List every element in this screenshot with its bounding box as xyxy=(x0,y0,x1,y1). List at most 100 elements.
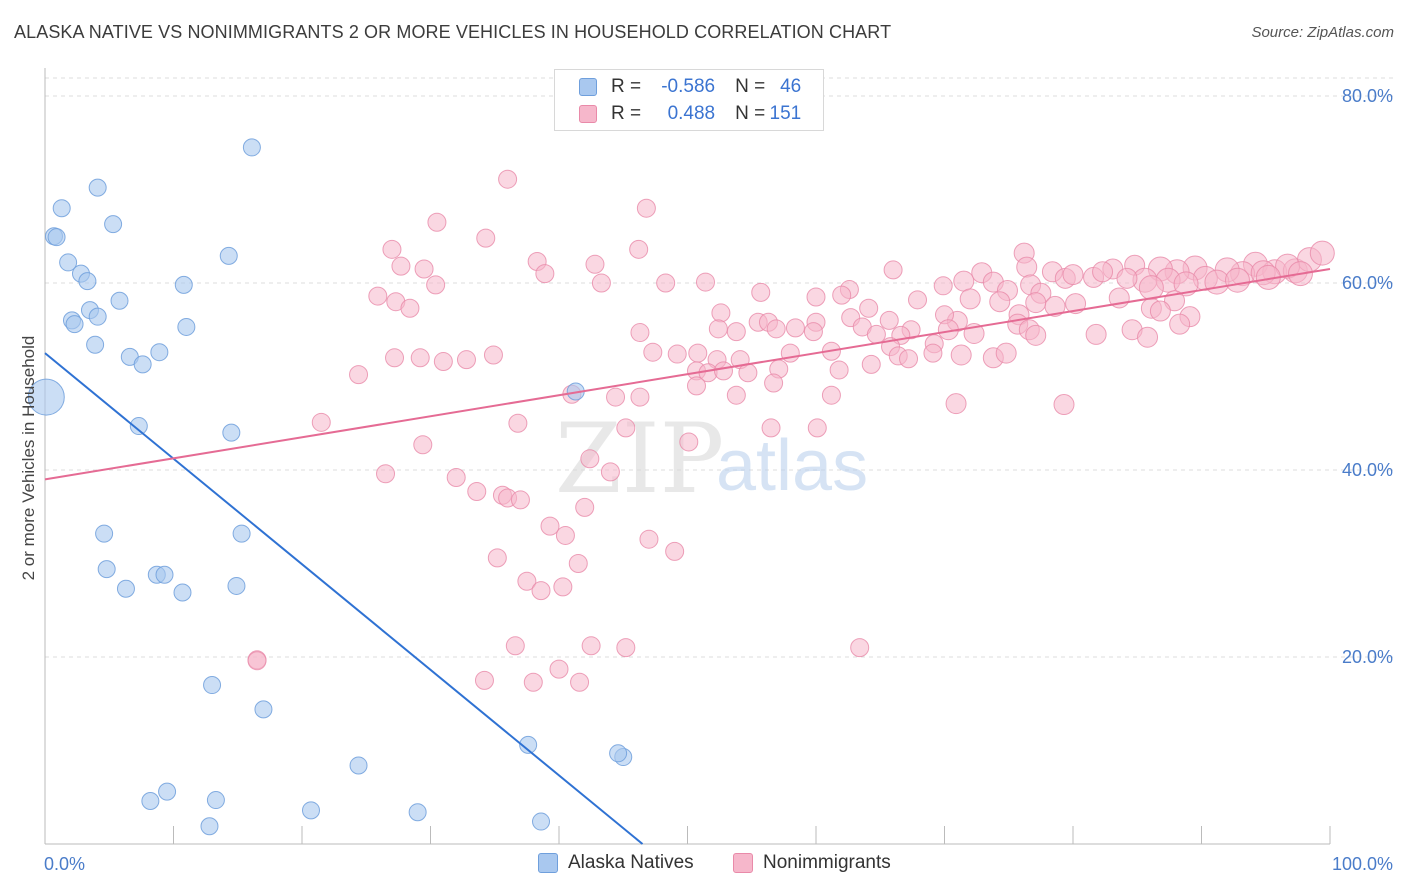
data-point-nonimmigrants xyxy=(349,365,369,385)
source-label: Source: ZipAtlas.com xyxy=(1251,24,1394,41)
data-point-nonimmigrants xyxy=(688,343,708,363)
data-point-nonimmigrants xyxy=(1025,324,1047,346)
watermark-atlas: atlas xyxy=(716,426,868,506)
data-point-alaska-natives xyxy=(158,782,177,801)
data-point-nonimmigrants xyxy=(879,310,899,330)
correlation-legend: R = -0.586 N = 46 R = 0.488 N = 151 xyxy=(554,69,824,131)
data-point-alaska-natives xyxy=(222,423,241,442)
data-point-nonimmigrants xyxy=(726,385,746,405)
data-point-alaska-natives xyxy=(104,215,123,234)
data-point-nonimmigrants xyxy=(821,385,841,405)
data-point-nonimmigrants xyxy=(487,548,507,568)
r-value: 0.488 xyxy=(667,103,716,124)
legend-swatch-pink xyxy=(733,853,753,873)
data-point-nonimmigrants xyxy=(606,387,626,407)
data-point-nonimmigrants xyxy=(585,254,605,274)
data-point-nonimmigrants xyxy=(508,413,528,433)
data-point-nonimmigrants xyxy=(1085,323,1107,345)
data-point-alaska-natives xyxy=(86,335,105,354)
axes xyxy=(44,68,1331,845)
data-point-nonimmigrants xyxy=(726,322,746,342)
data-point-alaska-natives xyxy=(47,228,66,247)
data-point-nonimmigrants xyxy=(591,273,611,293)
data-point-nonimmigrants xyxy=(630,323,650,343)
data-point-nonimmigrants xyxy=(785,318,805,338)
data-point-nonimmigrants xyxy=(535,264,555,284)
legend-swatch-blue xyxy=(538,853,558,873)
data-point-nonimmigrants xyxy=(1116,267,1138,289)
data-point-nonimmigrants xyxy=(426,275,446,295)
legend-item-alaska-natives: Alaska Natives xyxy=(538,852,694,874)
data-point-nonimmigrants xyxy=(630,387,650,407)
y-tick-label: 40.0% xyxy=(1342,460,1393,480)
data-point-nonimmigrants xyxy=(1149,300,1171,322)
data-point-nonimmigrants xyxy=(1062,264,1084,286)
data-point-alaska-natives xyxy=(301,801,320,820)
data-point-nonimmigrants xyxy=(636,198,656,218)
y-tick-label: 20.0% xyxy=(1342,647,1393,667)
data-point-nonimmigrants xyxy=(1173,271,1199,297)
legend-swatch-blue xyxy=(579,78,597,96)
data-point-nonimmigrants xyxy=(568,554,588,573)
data-point-alaska-natives xyxy=(519,735,538,754)
data-point-nonimmigrants xyxy=(908,290,928,310)
data-point-nonimmigrants xyxy=(391,256,411,276)
data-point-alaska-natives xyxy=(232,524,251,543)
data-point-nonimmigrants xyxy=(643,342,663,362)
data-point-nonimmigrants xyxy=(883,260,903,280)
data-point-nonimmigrants xyxy=(410,348,430,368)
data-point-alaska-natives xyxy=(349,756,368,775)
data-point-nonimmigrants xyxy=(923,343,943,363)
data-point-nonimmigrants xyxy=(510,490,530,510)
data-point-nonimmigrants xyxy=(738,363,758,383)
trend-lines xyxy=(44,267,1331,845)
data-point-nonimmigrants xyxy=(385,348,405,368)
data-point-nonimmigrants xyxy=(679,432,699,452)
trend-line-nonimmigrants xyxy=(44,267,1331,481)
data-point-alaska-natives xyxy=(173,583,192,602)
y-tick-labels: 20.0% 40.0% 60.0% 80.0% xyxy=(1342,86,1393,667)
data-point-nonimmigrants xyxy=(959,288,981,310)
data-point-nonimmigrants xyxy=(656,273,676,293)
data-point-nonimmigrants xyxy=(708,319,728,339)
data-point-nonimmigrants xyxy=(764,373,784,393)
data-point-alaska-natives xyxy=(52,199,71,218)
data-point-alaska-natives xyxy=(254,700,273,719)
data-point-alaska-natives xyxy=(155,565,174,584)
data-point-nonimmigrants xyxy=(1065,293,1087,315)
data-point-alaska-natives xyxy=(227,576,246,595)
data-point-nonimmigrants xyxy=(950,344,972,366)
legend-label: Alaska Natives xyxy=(568,852,694,873)
chart-title: ALASKA NATIVE VS NONIMMIGRANTS 2 OR MORE… xyxy=(14,22,892,42)
data-point-nonimmigrants xyxy=(866,324,886,344)
data-point-nonimmigrants xyxy=(311,412,331,432)
data-point-nonimmigrants xyxy=(807,418,827,438)
data-point-nonimmigrants xyxy=(899,349,919,369)
data-point-alaska-natives xyxy=(532,812,551,831)
data-point-alaska-natives xyxy=(141,791,160,810)
data-point-alaska-natives xyxy=(95,524,114,543)
x-tick-labels: 0.0% 100.0% xyxy=(44,854,1393,874)
data-point-nonimmigrants xyxy=(829,360,849,380)
data-point-nonimmigrants xyxy=(861,354,881,374)
data-point-nonimmigrants xyxy=(483,345,503,365)
data-point-alaska-natives xyxy=(65,315,84,334)
data-point-nonimmigrants xyxy=(456,350,476,370)
data-point-nonimmigrants xyxy=(766,319,786,339)
data-point-nonimmigrants xyxy=(1137,326,1159,348)
data-point-nonimmigrants xyxy=(549,659,569,679)
data-point-nonimmigrants xyxy=(1016,256,1038,278)
data-point-nonimmigrants xyxy=(368,286,388,306)
data-point-nonimmigrants xyxy=(695,272,715,292)
legend-row-nonimmigrants: R = 0.488 N = 151 xyxy=(579,102,801,126)
y-tick-label: 60.0% xyxy=(1342,273,1393,293)
data-point-nonimmigrants xyxy=(803,322,823,342)
x-tick-label: 0.0% xyxy=(44,854,85,874)
data-point-nonimmigrants xyxy=(531,581,551,601)
x-tick-label: 100.0% xyxy=(1332,854,1393,874)
data-point-nonimmigrants xyxy=(1169,313,1191,335)
data-point-nonimmigrants xyxy=(400,298,420,318)
data-point-nonimmigrants xyxy=(629,239,649,259)
data-point-nonimmigrants xyxy=(505,636,525,656)
data-point-alaska-natives xyxy=(88,178,107,197)
